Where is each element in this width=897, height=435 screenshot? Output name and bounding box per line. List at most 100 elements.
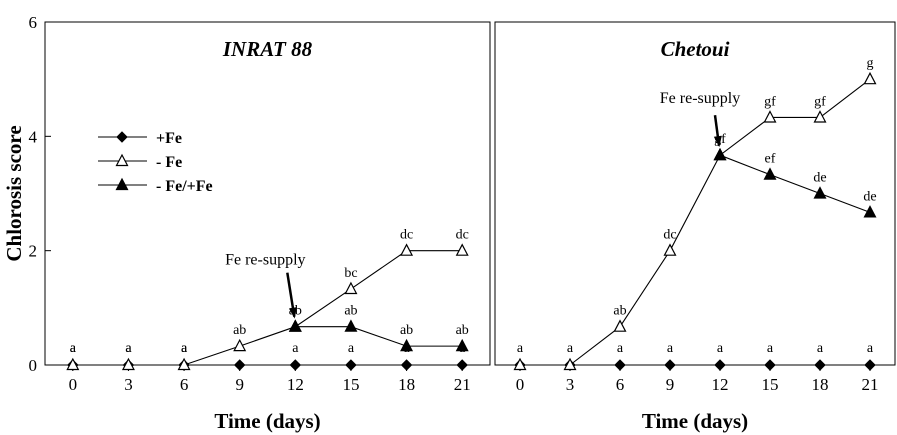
annotation-arrowhead: [288, 307, 297, 319]
x-tick-label: 18: [398, 375, 415, 394]
x-tick-label: 18: [812, 375, 829, 394]
series-line-filled-triangle: [719, 154, 871, 213]
y-axis-title: Chlorosis score: [2, 125, 26, 261]
significance-letter: dc: [400, 228, 413, 243]
data-point-filled-triangle: [763, 167, 777, 180]
significance-letter: ab: [456, 323, 469, 338]
significance-letter: a: [181, 341, 188, 356]
significance-letter: ab: [613, 304, 626, 319]
significance-letter: a: [717, 341, 724, 356]
markers-layer: [66, 71, 877, 371]
significance-letter: ab: [400, 323, 413, 338]
data-point-filled-triangle: [713, 147, 727, 161]
data-point-open-triangle: [121, 357, 135, 371]
data-point-open-triangle: [513, 357, 527, 371]
data-point-open-triangle: [66, 357, 80, 371]
significance-letter: a: [567, 341, 574, 356]
panel-title-1: INRAT 88: [222, 37, 313, 61]
data-point-filled-diamond: [614, 359, 626, 371]
data-point-filled-triangle: [863, 205, 877, 218]
data-point-filled-diamond: [345, 359, 357, 371]
y-tick-label: 6: [29, 13, 38, 32]
data-point-open-triangle: [177, 357, 191, 371]
x-tick-label: 0: [516, 375, 525, 394]
significance-letter: a: [292, 341, 299, 356]
significance-letter: dc: [663, 228, 676, 243]
significance-letter: a: [348, 341, 355, 356]
significance-letter: ef: [765, 152, 776, 167]
y-tick-label: 4: [29, 127, 38, 146]
x-tick-label: 6: [180, 375, 189, 394]
plot-frame-1: [44, 21, 491, 366]
data-point-open-triangle: [344, 281, 358, 295]
series-line-open-triangle: [520, 78, 871, 366]
x-tick-label: 15: [342, 375, 359, 394]
significance-letter: ab: [233, 323, 246, 338]
data-point-open-triangle: [455, 243, 469, 256]
significance-letter: a: [767, 341, 774, 356]
significance-letter: dc: [456, 228, 469, 243]
data-point-open-triangle: [813, 110, 827, 123]
data-point-open-triangle: [233, 338, 247, 352]
data-point-filled-triangle: [344, 319, 358, 332]
legend-label: - Fe/+Fe: [156, 178, 213, 195]
data-point-filled-triangle: [455, 338, 469, 352]
x-tick-label: 21: [862, 375, 879, 394]
significance-letter: a: [70, 341, 77, 356]
significance-letter: de: [863, 189, 876, 204]
data-point-filled-triangle: [288, 319, 302, 332]
x-tick-label: 15: [762, 375, 779, 394]
significance-letter: ab: [344, 304, 357, 319]
data-point-open-triangle: [863, 71, 877, 85]
x-tick-label: 3: [566, 375, 575, 394]
legend-marker-filled-diamond: [116, 131, 128, 143]
text-layer: 0 3 6 9 12 15 18 21 0 2 4 6 Chlorosis score Time (day…: [2, 13, 879, 433]
data-point-filled-diamond: [764, 359, 776, 371]
significance-letter: gf: [814, 94, 826, 109]
significance-letter: a: [617, 341, 624, 356]
x-axis-title-2: Time (days): [642, 409, 748, 433]
significance-letter: a: [459, 341, 466, 356]
x-tick-label: 3: [124, 375, 133, 394]
data-point-open-triangle: [763, 110, 777, 123]
plot-frame-2: [494, 21, 896, 366]
x-tick-label: 0: [69, 375, 78, 394]
data-point-open-triangle: [400, 243, 414, 256]
significance-letter: a: [70, 341, 77, 356]
annotation-text: Fe re-supply: [660, 90, 740, 107]
x-tick-label: 6: [616, 375, 625, 394]
annotation-text: Fe re-supply: [225, 252, 305, 269]
significance-letter: gf: [764, 94, 776, 109]
significance-letter: g: [867, 56, 874, 71]
legend-marker-filled-triangle: [115, 177, 129, 191]
x-tick-label: 21: [454, 375, 471, 394]
significance-letter: de: [813, 171, 826, 186]
x-tick-label: 12: [712, 375, 729, 394]
data-point-filled-diamond: [814, 359, 826, 371]
significance-letter: a: [181, 341, 188, 356]
legend-label: +Fe: [156, 130, 182, 147]
data-point-filled-diamond: [289, 359, 302, 371]
data-point-open-triangle: [563, 357, 577, 371]
data-point-filled-diamond: [233, 359, 246, 371]
x-tick-label: 12: [287, 375, 304, 394]
data-point-filled-diamond: [864, 359, 876, 371]
significance-letter: a: [125, 341, 132, 356]
significance-letter: a: [867, 341, 874, 356]
x-axis-title-1: Time (days): [214, 409, 320, 433]
significance-letter: a: [667, 341, 674, 356]
data-point-filled-triangle: [400, 338, 414, 352]
annotation-arrowhead: [713, 135, 722, 148]
x-tick-label: 9: [235, 375, 244, 394]
data-point-open-triangle: [613, 319, 627, 332]
data-point-filled-diamond: [456, 359, 468, 371]
series-line-open-triangle: [72, 250, 463, 366]
data-point-filled-diamond: [400, 359, 413, 371]
series-lines-layer: [72, 78, 871, 366]
legend-layer: +Fe - Fe - Fe/+Fe: [98, 130, 213, 195]
significance-letter: a: [517, 341, 524, 356]
legend-marker-open-triangle: [115, 153, 129, 167]
series-line-filled-triangle: [295, 326, 463, 347]
y-tick-label: 2: [29, 242, 38, 261]
